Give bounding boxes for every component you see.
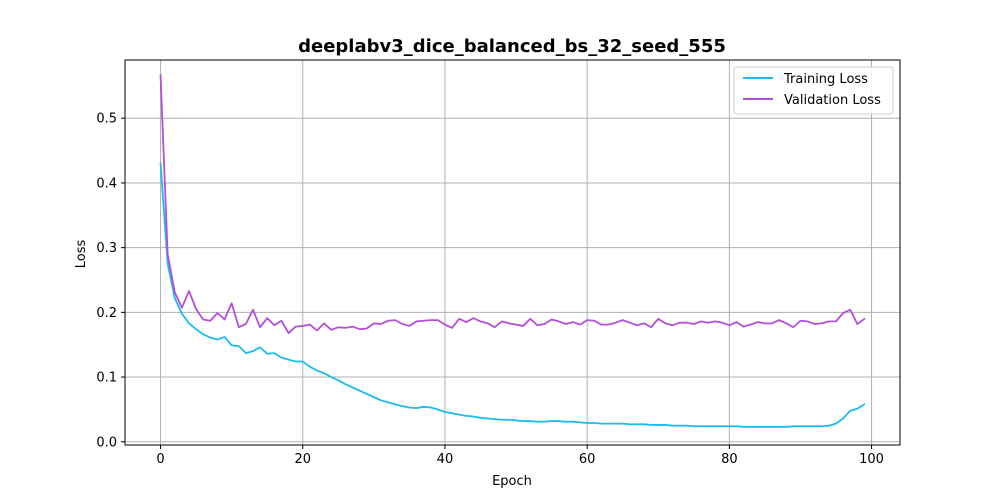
x-tick-label: 40 xyxy=(437,452,454,467)
axis-ticks: 0 20 40 60 80 100 0.0 0.1 0.2 0.3 0.4 0.5 xyxy=(96,112,884,467)
legend-label-training-loss: Training Loss xyxy=(783,72,868,87)
x-tick-label: 0 xyxy=(156,452,164,467)
x-tick-label: 100 xyxy=(859,452,884,467)
series-line-validation-loss xyxy=(159,73,866,334)
legend-box xyxy=(733,66,894,115)
x-tick-label: 20 xyxy=(294,452,311,467)
x-tick-label: 60 xyxy=(579,452,596,467)
series-line-training-loss xyxy=(159,162,866,428)
chart-title: deeplabv3_dice_balanced_bs_32_seed_555 xyxy=(298,36,726,57)
x-tick-label: 80 xyxy=(721,452,738,467)
y-tick-label: 0.4 xyxy=(96,176,117,191)
y-tick-label: 0.1 xyxy=(96,371,117,386)
y-tick-label: 0.5 xyxy=(96,112,117,127)
legend-label-validation-loss: Validation Loss xyxy=(784,93,881,108)
x-axis-label: Epoch xyxy=(492,474,532,489)
legend: Training Loss Validation Loss xyxy=(733,66,894,115)
y-axis-label: Loss xyxy=(74,240,89,269)
plot-frame xyxy=(124,59,901,446)
y-tick-label: 0.2 xyxy=(96,306,117,321)
y-tick-label: 0.0 xyxy=(96,435,117,450)
series-lines xyxy=(159,73,866,428)
y-tick-label: 0.3 xyxy=(96,241,117,256)
